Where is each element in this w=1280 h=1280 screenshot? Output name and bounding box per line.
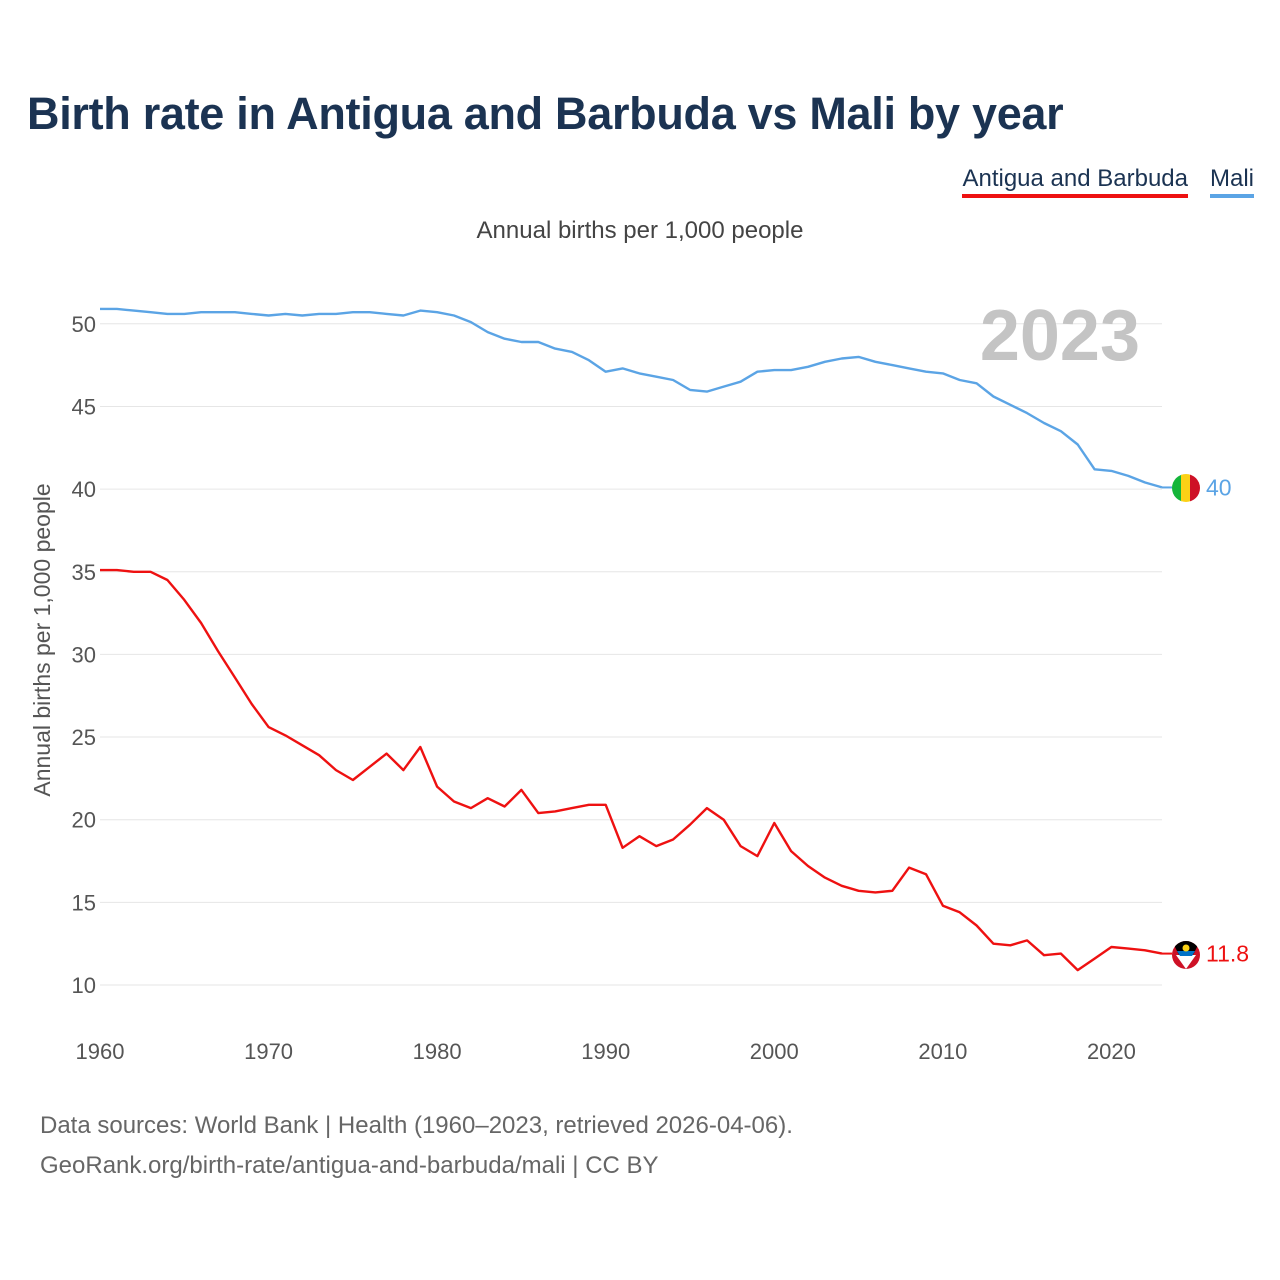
- x-tick-label: 1980: [413, 1039, 462, 1064]
- x-tick-label: 2000: [750, 1039, 799, 1064]
- y-tick-label: 25: [72, 725, 96, 750]
- antigua-flag-icon: [1172, 941, 1200, 969]
- y-tick-label: 30: [72, 642, 96, 667]
- y-tick-label: 10: [72, 973, 96, 998]
- chart-title: Birth rate in Antigua and Barbuda vs Mal…: [27, 88, 1064, 139]
- legend: Antigua and Barbuda Mali: [962, 165, 1254, 198]
- y-axis-label: Annual births per 1,000 people: [29, 483, 55, 796]
- x-tick-label: 2020: [1087, 1039, 1136, 1064]
- source-line-data: Data sources: World Bank | Health (1960–…: [40, 1112, 793, 1139]
- x-tick-label: 2010: [918, 1039, 967, 1064]
- y-tick-label: 45: [72, 394, 96, 419]
- year-watermark: 2023: [980, 296, 1140, 376]
- y-tick-label: 20: [72, 808, 96, 833]
- y-tick-label: 50: [72, 312, 96, 337]
- series-line-antigua-and-barbuda: [100, 568, 1163, 972]
- x-tick-label: 1960: [76, 1039, 125, 1064]
- y-tick-label: 15: [72, 890, 96, 915]
- chart-subtitle: Annual births per 1,000 people: [476, 217, 804, 244]
- series-lines: [100, 307, 1172, 972]
- x-tick-label: 1990: [581, 1039, 630, 1064]
- y-tick-label: 35: [72, 560, 96, 585]
- source-credit: Data sources: World Bank | Health (1960–…: [40, 1106, 793, 1186]
- y-axis-ticks: 10 15 20 25 30 35 40 45 50: [72, 312, 96, 998]
- legend-item-mali[interactable]: Mali: [1209, 165, 1254, 198]
- x-tick-label: 1970: [244, 1039, 293, 1064]
- end-label-mali: 40: [1206, 474, 1232, 500]
- legend-item-antigua-and-barbuda[interactable]: Antigua and Barbuda: [962, 165, 1188, 198]
- y-tick-label: 40: [72, 477, 96, 502]
- end-label-antigua-and-barbuda: 11.8: [1206, 941, 1249, 967]
- x-axis-ticks: 1960 1970 1980 1990 2000 2010 2020: [76, 1039, 1136, 1064]
- grid-lines: [100, 323, 1162, 986]
- mali-flag-icon: [1172, 474, 1200, 502]
- end-labels: 40 11.8: [1206, 474, 1249, 966]
- series-line-mali: [100, 307, 1163, 489]
- source-line-url[interactable]: GeoRank.org/birth-rate/antigua-and-barbu…: [40, 1152, 659, 1179]
